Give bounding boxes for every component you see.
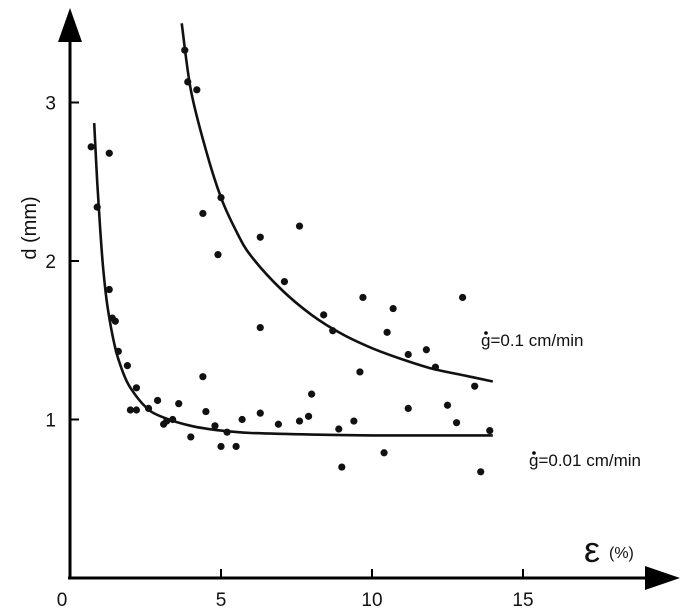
data-point-s0-2 <box>193 86 201 94</box>
ticks: 0 5 10 15 1 2 3 <box>45 94 533 612</box>
data-point-s1-7 <box>123 362 131 370</box>
x-tick-label-0: 0 <box>57 590 68 611</box>
fit-curve-series-0 <box>180 23 494 383</box>
data-point-s1-18 <box>202 407 210 416</box>
x-axis-label-symbol: ε <box>584 529 600 570</box>
data-point-s0-0 <box>181 46 189 54</box>
data-point-s1-22 <box>232 442 240 451</box>
data-point-s0-19 <box>356 368 364 376</box>
data-point-s1-8 <box>132 384 141 392</box>
data-point-s1-14 <box>163 417 171 425</box>
y-axis-label: d (mm) <box>19 196 41 259</box>
data-point-s0-7 <box>295 222 304 230</box>
data-point-s1-11 <box>144 404 153 413</box>
data-point-s0-9 <box>320 311 328 319</box>
data-point-s0-17 <box>431 363 440 371</box>
data-point-s1-30 <box>350 417 358 425</box>
data-point-s1-10 <box>132 406 141 414</box>
data-point-s0-15 <box>422 346 430 354</box>
fit-curve-series-1 <box>92 123 493 437</box>
data-point-s1-15 <box>175 400 183 408</box>
data-point-s1-21 <box>223 428 231 436</box>
axes <box>58 8 680 590</box>
data-point-s1-19 <box>211 422 219 430</box>
data-point-s0-21 <box>199 373 207 381</box>
annotation-g01-dot <box>484 331 488 335</box>
data-point-s0-13 <box>383 328 391 336</box>
annotation-g01: g=0.1 cm/min <box>481 331 584 350</box>
data-point-s1-34 <box>443 401 452 409</box>
x-tick-label-1: 5 <box>216 590 227 611</box>
data-point-s1-16 <box>169 415 177 424</box>
data-point-s1-35 <box>452 419 461 427</box>
y-tick-label-1: 2 <box>45 252 56 273</box>
data-point-s0-3 <box>199 209 207 218</box>
fit-curves <box>92 23 494 437</box>
x-axis-label-unit: (%) <box>609 545 634 562</box>
data-point-s1-17 <box>187 433 195 441</box>
data-point-s1-31 <box>338 463 346 471</box>
data-point-s1-5 <box>111 317 119 325</box>
annotation-g01-text: g=0.1 cm/min <box>481 331 584 350</box>
data-point-s1-29 <box>335 425 343 433</box>
data-point-s1-33 <box>404 404 412 413</box>
data-point-s1-25 <box>274 420 282 428</box>
data-point-s1-32 <box>380 449 388 457</box>
data-point-s0-12 <box>389 304 397 313</box>
y-tick-label-0: 1 <box>45 411 56 432</box>
data-point-s1-1 <box>93 203 101 211</box>
data-point-s1-28 <box>308 390 316 398</box>
data-point-s1-9 <box>126 406 134 414</box>
y-axis-arrow <box>58 8 82 42</box>
data-point-s1-27 <box>304 412 313 420</box>
data-point-s0-20 <box>256 323 264 332</box>
data-point-s0-4 <box>217 194 225 202</box>
y-tick-label-2: 3 <box>45 94 56 115</box>
data-point-s0-10 <box>329 327 337 335</box>
y-axis-label-text: d (mm) <box>19 196 41 259</box>
data-point-s1-24 <box>256 409 264 417</box>
data-point-s1-2 <box>105 149 113 157</box>
annotation-g001: g=0.01 cm/min <box>529 451 641 470</box>
data-point-s0-8 <box>280 278 289 286</box>
data-point-s0-14 <box>404 350 412 359</box>
annotation-g001-text: g=0.01 cm/min <box>529 451 641 470</box>
data-point-s1-12 <box>153 396 162 405</box>
data-point-s1-26 <box>295 417 304 425</box>
data-point-s1-37 <box>486 426 494 435</box>
x-tick-label-2: 10 <box>361 590 382 611</box>
data-point-s0-5 <box>214 251 222 259</box>
data-point-s1-3 <box>105 285 113 294</box>
data-point-s0-11 <box>359 293 367 302</box>
data-points <box>87 46 494 476</box>
data-point-s0-18 <box>471 382 479 390</box>
x-axis-arrow <box>645 566 680 590</box>
data-point-s1-20 <box>217 442 225 451</box>
data-point-s0-6 <box>256 233 264 241</box>
x-tick-label-3: 15 <box>512 590 533 611</box>
data-point-s1-6 <box>114 347 122 355</box>
data-point-s1-23 <box>238 415 246 424</box>
data-point-s1-36 <box>477 468 485 476</box>
data-point-s0-1 <box>184 78 192 86</box>
annotation-g001-dot <box>532 451 536 455</box>
data-point-s1-0 <box>87 143 95 151</box>
data-point-s0-16 <box>459 293 467 302</box>
